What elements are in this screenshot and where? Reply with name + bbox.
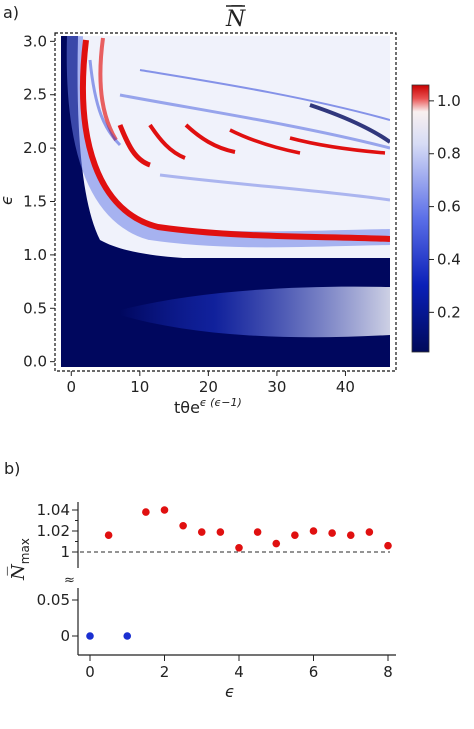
scatter-point — [216, 528, 225, 536]
heatmap-x-label-main: tθe — [174, 398, 200, 417]
scatter-point — [86, 632, 94, 640]
scatter-y-label-main: N̅ — [7, 563, 29, 581]
heatmap-y-tick-label: 3.0 — [23, 32, 47, 50]
scatter-y-tick-label: 1.04 — [37, 501, 70, 519]
heatmap-x-label: tθeϵ (ϵ−1) — [174, 396, 242, 417]
scatter-point — [253, 528, 262, 536]
colorbar-ticks: 0.2 0.4 0.6 0.8 1.0 — [429, 92, 461, 321]
scatter-point — [346, 531, 355, 539]
colorbar-tick-label: 0.2 — [437, 303, 461, 321]
axis-break-symbol: ≈ — [64, 573, 75, 588]
scatter-point — [197, 528, 206, 536]
scatter-y-tick-label: 0.05 — [37, 591, 70, 609]
scatter-y-tick-label: 1.02 — [37, 522, 70, 540]
scatter-axes — [77, 502, 396, 656]
early-time-dark-region — [61, 36, 390, 270]
scatter-x-label: ϵ — [225, 682, 235, 701]
ridge-2 — [117, 124, 151, 168]
scatter-point — [235, 544, 243, 552]
wave-stripe-2 — [119, 93, 390, 150]
scatter-point — [160, 506, 169, 514]
heatmap-y-ticks: 0.0 0.5 1.0 1.5 2.0 2.5 3.0 — [23, 32, 55, 371]
wave-stripe-1 — [139, 69, 390, 121]
heatmap-y-tick-label: 0.5 — [23, 299, 47, 317]
colorbar — [411, 84, 430, 353]
scatter-point — [328, 529, 336, 537]
wave-stripe-3 — [159, 173, 390, 202]
scatter-x-tick-label: 2 — [160, 663, 170, 681]
scatter-x-tick-label: 4 — [234, 663, 244, 681]
scatter-point — [142, 508, 150, 516]
colorbar-tick-label: 0.6 — [437, 198, 461, 216]
wave-stripe-4 — [309, 103, 390, 144]
colorbar-tick-label: 0.4 — [437, 250, 461, 268]
scatter-points — [86, 506, 392, 640]
heatmap-x-tick-label: 10 — [130, 378, 149, 396]
scatter-point — [309, 527, 318, 535]
heatmap-x-label-sup: ϵ (ϵ−1) — [200, 396, 242, 409]
scatter-x-tick-label: 6 — [309, 663, 319, 681]
heatmap-y-tick-label: 2.5 — [23, 86, 47, 104]
heatmap-y-tick-label: 1.5 — [23, 193, 47, 211]
heatmap-y-tick-label: 2.0 — [23, 139, 47, 157]
heatmap-image — [61, 36, 390, 367]
heatmap-title-text: N̅ — [225, 5, 246, 32]
scatter-point — [272, 539, 281, 548]
scatter-y-label: N̅max — [7, 538, 32, 581]
heatmap-x-ticks: 0 10 20 30 40 — [67, 371, 355, 396]
heatmap-x-tick-label: 30 — [267, 378, 286, 396]
scatter-point — [123, 632, 132, 640]
scatter-y-ticks: 0 0.05 1 1.02 1.04 — [37, 501, 78, 645]
scatter-point — [384, 541, 392, 550]
mid-band — [120, 286, 390, 338]
colorbar-tick-label: 0.8 — [437, 145, 461, 163]
ridge-1 — [98, 37, 118, 142]
panel-b-label: b) — [4, 459, 20, 478]
scatter-point — [179, 521, 187, 530]
wave-stripe-5 — [88, 59, 122, 147]
scatter-y-label-text: N̅max — [7, 538, 32, 581]
main-red-arc — [80, 39, 390, 242]
ridge-6 — [289, 136, 386, 155]
scatter-y-tick-label: 0 — [60, 627, 70, 645]
ridge-4 — [184, 123, 236, 154]
colorbar-tick-label: 1.0 — [437, 92, 461, 110]
scatter-point — [365, 528, 374, 536]
heatmap-y-label: ϵ — [0, 195, 16, 205]
heatmap-y-tick-label: 0.0 — [23, 353, 47, 371]
scatter-x-tick-label: 0 — [85, 663, 95, 681]
ridge-3 — [148, 123, 186, 160]
scatter-x-tick-label: 8 — [383, 663, 393, 681]
scatter-x-ticks: 0 2 4 6 8 — [85, 655, 393, 681]
scatter-y-label-sub: max — [18, 538, 32, 564]
ridge-5 — [229, 128, 301, 155]
heatmap-x-tick-label: 0 — [67, 378, 77, 396]
heatmap-y-tick-label: 1.0 — [23, 246, 47, 264]
panel-a-label: a) — [3, 3, 19, 22]
heatmap-title: N̅ — [225, 5, 246, 32]
scatter-point — [291, 531, 299, 539]
scatter-y-tick-label: 1 — [60, 543, 70, 561]
scatter-point — [104, 531, 113, 539]
heatmap-x-tick-label: 40 — [336, 378, 355, 396]
heatmap-x-tick-label: 20 — [199, 378, 218, 396]
